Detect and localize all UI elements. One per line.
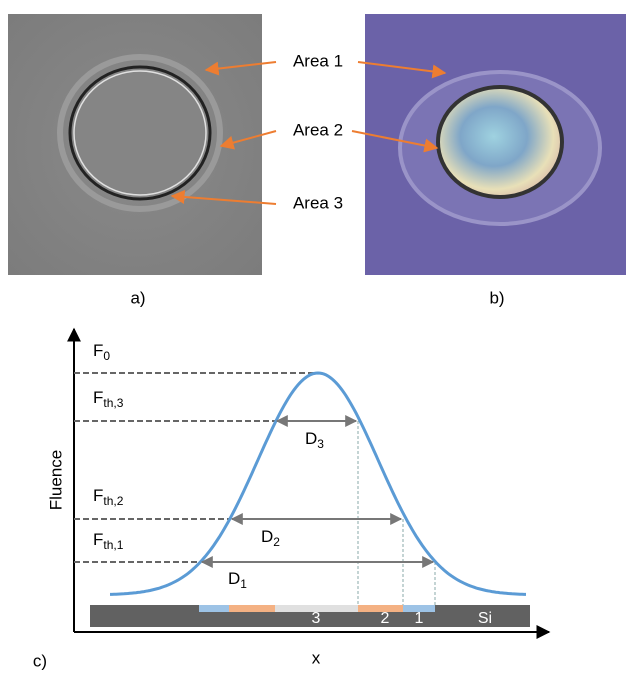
diameter-label: D2 <box>261 527 280 549</box>
level-label: Fth,2 <box>93 486 124 508</box>
drop-lines <box>358 421 435 606</box>
x-axis-label: x <box>312 648 321 667</box>
annotation: Area 3 <box>293 193 343 212</box>
diameter-label: D1 <box>228 569 247 591</box>
panel-label: a) <box>130 288 145 307</box>
zone-label: 2 <box>381 610 390 627</box>
y-axis-label: Fluence <box>46 450 65 510</box>
level-label: Fth,3 <box>93 388 124 410</box>
panel-label: b) <box>489 288 504 307</box>
annotation: Area 2 <box>293 120 343 139</box>
zone-label: Si <box>478 610 492 627</box>
panel-label: c) <box>33 651 47 670</box>
figure: Area 1 Area 2 Area 3 a) b) F0 Fth,3 Fth,… <box>0 0 629 673</box>
annotation: Area 1 <box>293 51 343 70</box>
zone-label: 1 <box>415 610 424 627</box>
level-label: Fth,1 <box>93 530 124 552</box>
diameter-label: D3 <box>305 429 324 451</box>
level-label: F0 <box>93 341 110 363</box>
zone-label: 3 <box>312 610 321 627</box>
panel-b-image <box>365 14 626 275</box>
